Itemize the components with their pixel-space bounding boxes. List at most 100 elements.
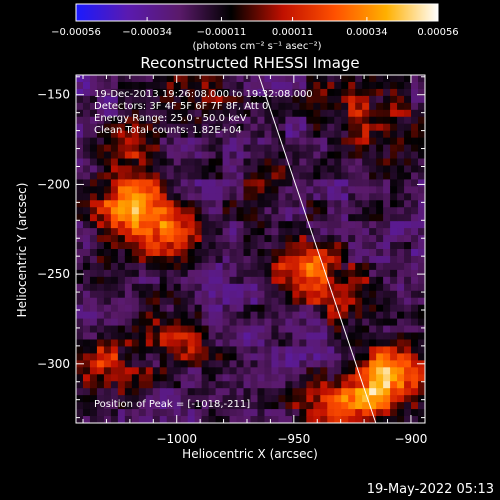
- heatmap-cell: [110, 409, 119, 417]
- heatmap-cell: [404, 109, 412, 118]
- heatmap-cell: [292, 360, 300, 368]
- heatmap-cell: [355, 151, 363, 160]
- heatmap-cell: [264, 374, 273, 382]
- heatmap-cell: [96, 353, 105, 361]
- heatmap-cell: [362, 374, 370, 382]
- heatmap-cell: [313, 346, 321, 354]
- heatmap-cell: [117, 395, 126, 403]
- heatmap-cell: [201, 346, 210, 354]
- heatmap-cell: [306, 374, 314, 382]
- heatmap-cell: [306, 88, 314, 97]
- heatmap-cell: [299, 318, 307, 327]
- heatmap-cell: [159, 235, 168, 243]
- heatmap-cell: [264, 186, 273, 194]
- heatmap-cell: [187, 353, 196, 361]
- heatmap-cell: [397, 242, 405, 250]
- heatmap-cell: [194, 367, 203, 375]
- heatmap-cell: [159, 81, 168, 90]
- heatmap-cell: [264, 172, 273, 180]
- heatmap-cell: [124, 235, 133, 243]
- heatmap-cell: [138, 75, 147, 83]
- heatmap-cell: [194, 130, 203, 139]
- heatmap-cell: [250, 172, 259, 180]
- heatmap-cell: [243, 325, 252, 334]
- heatmap-cell: [180, 214, 189, 222]
- heatmap-cell: [208, 360, 217, 368]
- heatmap-cell: [110, 325, 119, 334]
- heatmap-cell: [173, 297, 182, 306]
- heatmap-cell: [362, 381, 370, 389]
- heatmap-cell: [355, 339, 363, 348]
- heatmap-cell: [229, 165, 238, 174]
- heatmap-cell: [257, 255, 266, 264]
- heatmap-cell: [250, 193, 259, 201]
- heatmap-cell: [96, 283, 105, 292]
- heatmap-cell: [404, 304, 412, 313]
- heatmap-cell: [306, 81, 314, 90]
- heatmap-cell: [145, 402, 154, 410]
- heatmap-cell: [131, 242, 140, 250]
- heatmap-cell: [82, 81, 91, 90]
- heatmap-cell: [194, 88, 203, 97]
- heatmap-cell: [390, 409, 398, 417]
- heatmap-cell: [117, 283, 126, 292]
- heatmap-cell: [145, 228, 154, 236]
- heatmap-cell: [355, 311, 363, 320]
- heatmap-cell: [327, 339, 335, 348]
- heatmap-cell: [355, 179, 363, 187]
- heatmap-cell: [397, 81, 405, 90]
- heatmap-cell: [173, 116, 182, 125]
- heatmap-cell: [76, 388, 84, 396]
- heatmap-cell: [299, 325, 307, 334]
- heatmap-cell: [173, 75, 182, 83]
- heatmap-cell: [355, 346, 363, 354]
- heatmap-cell: [194, 409, 203, 417]
- heatmap-cell: [243, 367, 252, 375]
- heatmap-cell: [117, 416, 126, 423]
- heatmap-cell: [243, 276, 252, 285]
- heatmap-cell: [299, 297, 307, 306]
- heatmap-cell: [278, 311, 286, 320]
- heatmap-cell: [334, 235, 342, 243]
- heatmap-cell: [320, 88, 328, 97]
- heatmap-cell: [285, 346, 293, 354]
- heatmap-cell: [285, 186, 293, 194]
- heatmap-cell: [292, 144, 300, 153]
- heatmap-cell: [299, 353, 307, 361]
- heatmap-cell: [341, 179, 349, 187]
- heatmap-cell: [110, 214, 119, 222]
- heatmap-cell: [264, 402, 273, 410]
- heatmap-cell: [362, 304, 370, 313]
- heatmap-cell: [299, 262, 307, 271]
- heatmap-cell: [103, 255, 112, 264]
- heatmap-cell: [215, 304, 224, 313]
- heatmap-cell: [208, 151, 217, 160]
- heatmap-cell: [180, 318, 189, 327]
- heatmap-cell: [362, 221, 370, 229]
- heatmap-cell: [159, 353, 168, 361]
- heatmap-cell: [383, 116, 391, 125]
- heatmap-cell: [103, 290, 112, 299]
- heatmap-cell: [103, 402, 112, 410]
- heatmap-cell: [89, 193, 98, 201]
- heatmap-cell: [201, 137, 210, 146]
- heatmap-cell: [369, 374, 377, 382]
- heatmap-cell: [362, 262, 370, 271]
- heatmap-cell: [96, 186, 105, 194]
- heatmap-cell: [376, 123, 384, 132]
- heatmap-cell: [222, 388, 231, 396]
- heatmap-cell: [180, 395, 189, 403]
- heatmap-cell: [145, 332, 154, 341]
- heatmap-cell: [390, 130, 398, 139]
- heatmap-cell: [138, 235, 147, 243]
- heatmap-cell: [411, 395, 419, 403]
- heatmap-cell: [243, 123, 252, 132]
- heatmap-cell: [222, 416, 231, 423]
- heatmap-cell: [327, 158, 335, 167]
- heatmap-cell: [257, 179, 266, 187]
- heatmap-cell: [124, 402, 133, 410]
- heatmap-cell: [243, 290, 252, 299]
- heatmap-cell: [117, 276, 126, 285]
- heatmap-cell: [418, 262, 425, 271]
- heatmap-cell: [89, 95, 98, 104]
